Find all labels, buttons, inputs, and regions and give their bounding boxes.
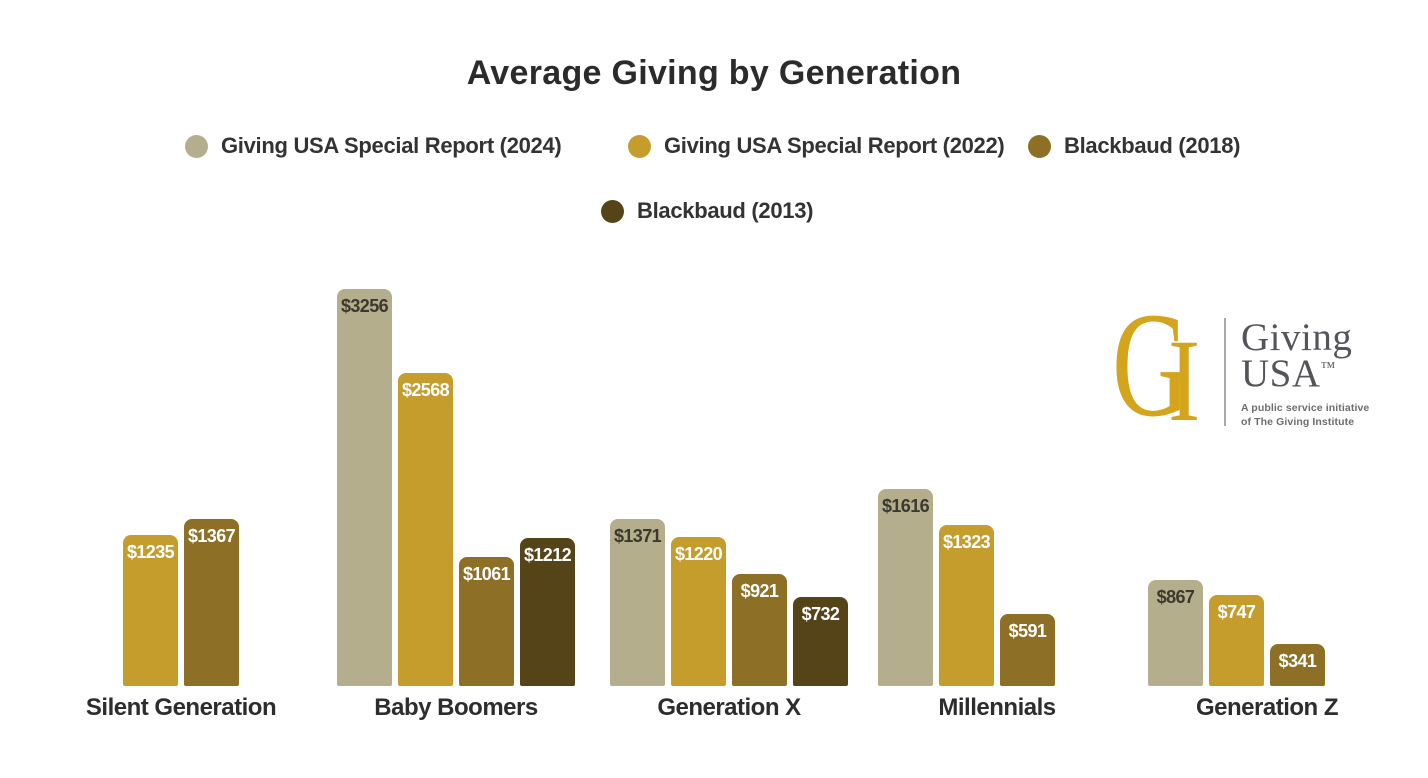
bar-value-label: $732 — [801, 604, 840, 624]
category-label: Generation X — [657, 694, 801, 721]
bar-value-label: $591 — [1008, 621, 1047, 641]
bar-3-1: $1367 — [184, 519, 239, 686]
legend-item: Blackbaud (2013) — [601, 198, 813, 224]
legend-color-dot — [185, 134, 208, 158]
bar-1-3: $1371 — [610, 519, 665, 686]
bar-2-1: $1235 — [123, 535, 178, 686]
bar-3-5: $341 — [1270, 644, 1325, 686]
bar-value-label: $1323 — [942, 532, 991, 552]
legend-color-dot — [601, 199, 624, 223]
bar-1-2: $3256 — [337, 289, 392, 686]
legend-color-dot — [628, 134, 651, 158]
bar-1-4: $1616 — [878, 489, 933, 686]
logo-name-line2: USA™ — [1241, 354, 1369, 393]
bar-4-3: $732 — [793, 597, 848, 686]
category-label: Millennials — [938, 694, 1056, 721]
logo-name-line1: Giving — [1241, 318, 1369, 357]
legend-color-dot — [1028, 134, 1051, 158]
logo-tagline: A public service initiative of The Givin… — [1241, 401, 1369, 430]
logo-name-usa: USA — [1241, 352, 1321, 396]
bar-4-2: $1212 — [520, 538, 575, 686]
legend-label: Blackbaud (2013) — [637, 198, 814, 223]
bar-value-label: $921 — [740, 581, 779, 601]
category-label: Baby Boomers — [374, 694, 538, 721]
bar-2-2: $2568 — [398, 373, 453, 686]
bar-value-label: $1212 — [523, 545, 572, 565]
logo-text: Giving USA™ A public service initiative … — [1241, 318, 1369, 430]
bar-value-label: $1367 — [187, 526, 236, 546]
bar-value-label: $341 — [1278, 651, 1317, 671]
bar-value-label: $1235 — [126, 542, 175, 562]
bar-2-5: $747 — [1209, 595, 1264, 686]
giving-usa-logo: G I Giving USA™ A public service initiat… — [1112, 290, 1422, 440]
bar-value-label: $2568 — [401, 380, 450, 400]
logo-tagline-line1: A public service initiative — [1241, 401, 1370, 414]
bar-3-2: $1061 — [459, 557, 514, 686]
logo-tagline-line2: of The Giving Institute — [1241, 416, 1355, 429]
logo-name-giving: Giving — [1241, 316, 1353, 359]
category-label: Generation Z — [1195, 694, 1339, 721]
logo-divider — [1224, 318, 1226, 426]
bar-3-4: $591 — [1000, 614, 1055, 686]
logo-monogram-i: I — [1168, 315, 1201, 446]
legend-item: Giving USA Special Report (2024) — [185, 133, 562, 159]
bar-value-label: $1616 — [881, 496, 930, 516]
bar-value-label: $867 — [1156, 587, 1195, 607]
legend-label: Giving USA Special Report (2024) — [221, 133, 562, 158]
category-label: Silent Generation — [85, 694, 277, 721]
legend-label: Giving USA Special Report (2022) — [664, 133, 1005, 158]
bar-value-label: $3256 — [340, 296, 389, 316]
bar-2-3: $1220 — [671, 537, 726, 686]
bar-value-label: $1220 — [674, 544, 723, 564]
logo-monogram-g: G — [1112, 282, 1190, 448]
bar-1-5: $867 — [1148, 580, 1203, 686]
bar-value-label: $1371 — [613, 526, 662, 546]
legend-label: Blackbaud (2018) — [1064, 133, 1241, 158]
trademark-symbol: ™ — [1320, 360, 1336, 377]
chart-title: Average Giving by Generation — [466, 54, 962, 92]
bar-value-label: $1061 — [462, 564, 511, 584]
legend-item: Blackbaud (2018) — [1028, 133, 1240, 159]
bar-3-3: $921 — [732, 574, 787, 686]
legend-item: Giving USA Special Report (2022) — [628, 133, 1005, 159]
bar-2-4: $1323 — [939, 525, 994, 686]
bar-value-label: $747 — [1217, 602, 1256, 622]
